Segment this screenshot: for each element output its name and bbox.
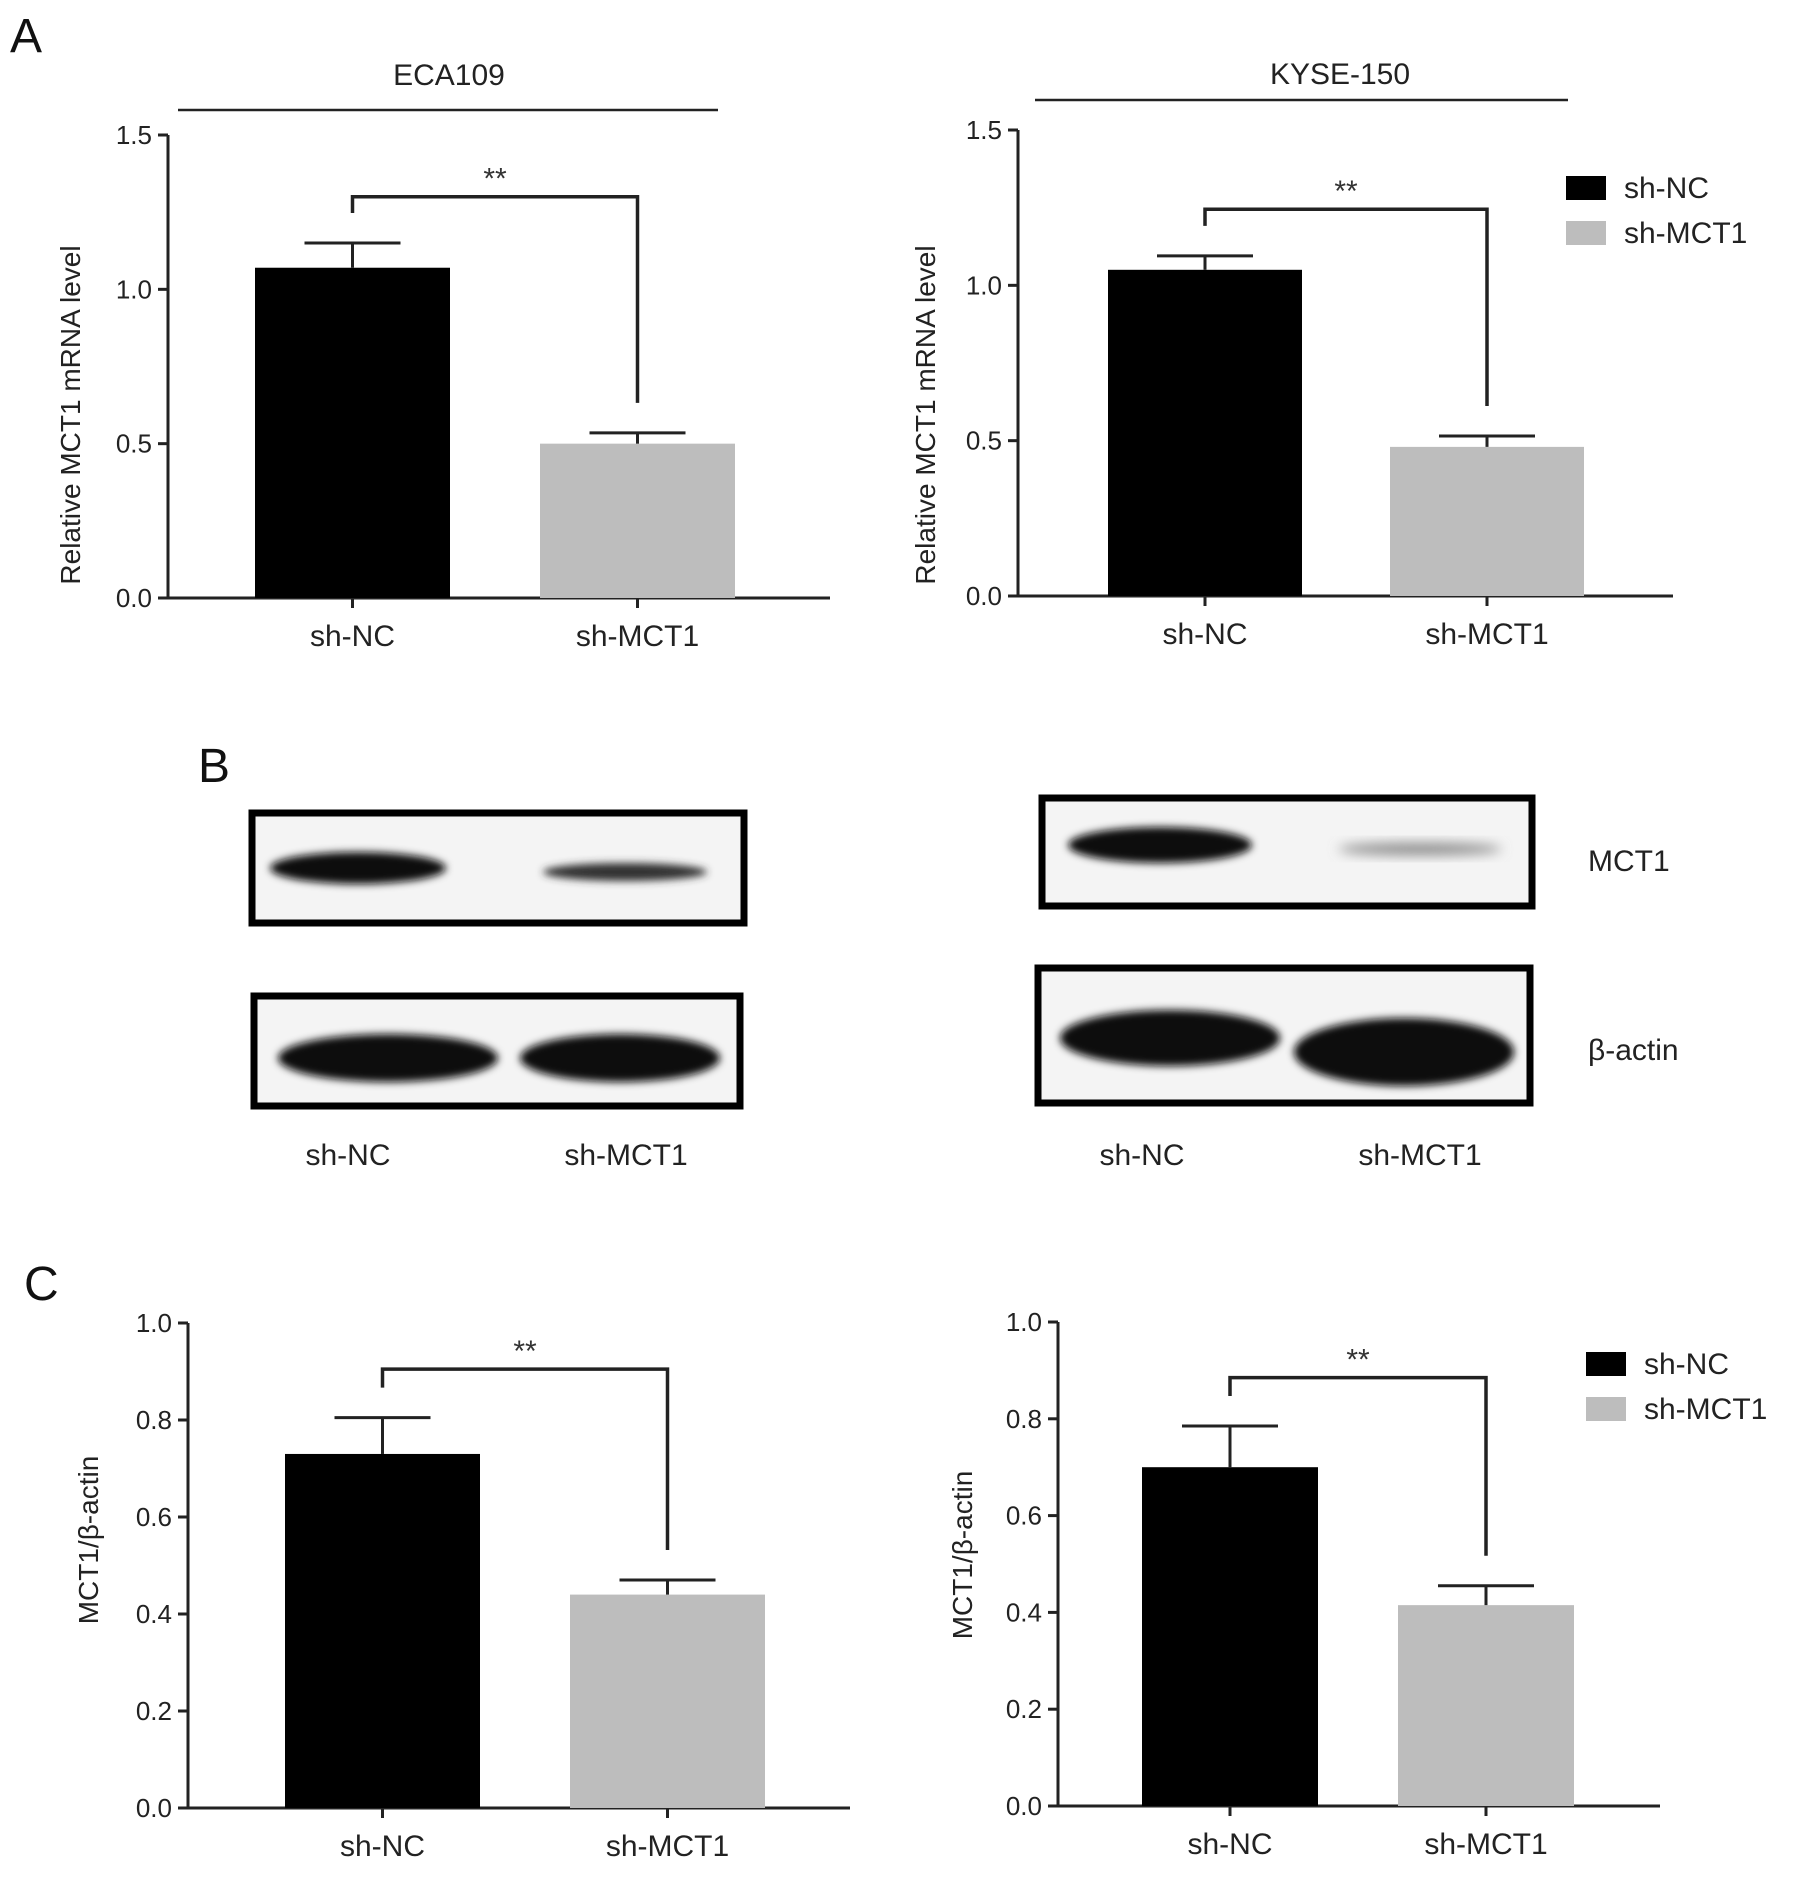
legend-swatch — [1586, 1397, 1626, 1421]
chart-a-left: ECA109 0.0 0.5 1.0 1.5 Relative MCT1 mRNA lev… — [55, 59, 830, 653]
legend-swatch — [1586, 1352, 1626, 1376]
chart-a-right: KYSE-150 0.0 0.5 1.0 1.5 Relative MCT1 mRNA l… — [910, 58, 1747, 651]
blot-left-mct1 — [248, 809, 748, 927]
significance-label: ** — [483, 163, 507, 196]
legend-label: sh-MCT1 — [1624, 217, 1747, 250]
panel-letter-c: C — [24, 1258, 59, 1311]
y-tick-label: 0.0 — [116, 583, 152, 613]
y-tick-label: 0.4 — [1006, 1597, 1042, 1627]
y-tick-label: 1.0 — [136, 1308, 172, 1338]
blot-row-label-mct1: MCT1 — [1588, 845, 1670, 878]
blot-row-label-actin: β-actin — [1588, 1034, 1679, 1067]
bar — [1398, 1605, 1574, 1806]
significance-label: ** — [513, 1335, 537, 1368]
y-tick-label: 0.0 — [966, 581, 1002, 611]
x-tick-label: sh-MCT1 — [1424, 1828, 1547, 1861]
y-tick-label: 0.6 — [136, 1502, 172, 1532]
bar — [285, 1453, 480, 1808]
y-tick-label: 1.0 — [1006, 1307, 1042, 1337]
y-axis-title: MCT1/β-actin — [73, 1456, 104, 1625]
legend-label: sh-NC — [1624, 172, 1709, 205]
significance-bracket — [350, 194, 640, 403]
y-tick-label: 0.5 — [116, 429, 152, 459]
blot-right-actin — [1034, 964, 1534, 1107]
y-tick-label: 0.5 — [966, 426, 1002, 456]
y-tick-label: 0.4 — [136, 1599, 172, 1629]
chart-c-left: 0.0 0.2 0.4 0.6 0.8 1.0 MCT1/β-actin sh-NC sh-MC… — [73, 1308, 850, 1863]
blot-left-actin — [250, 992, 744, 1110]
blot-band — [270, 852, 446, 884]
legend-swatch — [1566, 176, 1606, 200]
y-tick-label: 1.0 — [116, 274, 152, 304]
blot-band — [1338, 843, 1502, 855]
y-tick-label: 0.2 — [1006, 1694, 1042, 1724]
x-tick-label: sh-MCT1 — [606, 1830, 729, 1863]
blot-right-mct1 — [1038, 794, 1536, 910]
blot-band — [520, 1034, 720, 1082]
significance-bracket — [380, 1367, 670, 1551]
significance-bracket — [1228, 1375, 1488, 1556]
y-tick-label: 0.8 — [1006, 1404, 1042, 1434]
legend-swatch — [1566, 221, 1606, 245]
significance-label: ** — [1346, 1344, 1370, 1377]
blot-band — [278, 1034, 498, 1082]
bar — [540, 443, 735, 598]
x-tick-label: sh-NC — [1187, 1828, 1272, 1861]
y-axis-title: MCT1/β-actin — [947, 1471, 978, 1640]
y-tick-label: 1.5 — [116, 120, 152, 150]
blot-band — [1068, 827, 1252, 863]
y-tick-label: 1.0 — [966, 270, 1002, 300]
group-title: ECA109 — [393, 59, 505, 92]
y-tick-label: 0.8 — [136, 1405, 172, 1435]
significance-bracket — [1203, 207, 1489, 407]
y-tick-label: 0.2 — [136, 1696, 172, 1726]
x-tick-label: sh-NC — [310, 620, 395, 653]
blot-band — [1060, 1010, 1280, 1066]
bar — [1108, 269, 1302, 596]
y-tick-label: 1.5 — [966, 115, 1002, 145]
blot-lane-label: sh-NC — [1099, 1139, 1184, 1172]
bar — [255, 267, 450, 598]
blot-band — [543, 863, 707, 881]
x-tick-label: sh-NC — [340, 1830, 425, 1863]
y-tick-label: 0.0 — [136, 1793, 172, 1823]
y-axis-title: Relative MCT1 mRNA level — [910, 245, 941, 584]
bar — [570, 1594, 765, 1808]
legend-label: sh-MCT1 — [1644, 1393, 1767, 1426]
chart-c-right: 0.0 0.2 0.4 0.6 0.8 1.0 MCT1/β-actin sh-NC sh-MC… — [947, 1307, 1767, 1861]
blot-band — [1294, 1018, 1514, 1086]
panel-letter-a: A — [10, 10, 42, 63]
panel-letter-b: B — [198, 740, 230, 793]
y-axis-title: Relative MCT1 mRNA level — [55, 245, 86, 584]
blot-lane-label: sh-MCT1 — [1358, 1139, 1481, 1172]
bar — [1390, 446, 1584, 596]
blot-lane-label: sh-NC — [305, 1139, 390, 1172]
bar — [1142, 1467, 1318, 1806]
blot-lane-label: sh-MCT1 — [564, 1139, 687, 1172]
legend-label: sh-NC — [1644, 1348, 1729, 1381]
x-tick-label: sh-MCT1 — [576, 620, 699, 653]
significance-label: ** — [1334, 175, 1358, 208]
x-tick-label: sh-NC — [1162, 618, 1247, 651]
x-tick-label: sh-MCT1 — [1425, 618, 1548, 651]
y-tick-label: 0.6 — [1006, 1501, 1042, 1531]
group-title: KYSE-150 — [1270, 58, 1410, 91]
y-tick-label: 0.0 — [1006, 1791, 1042, 1821]
